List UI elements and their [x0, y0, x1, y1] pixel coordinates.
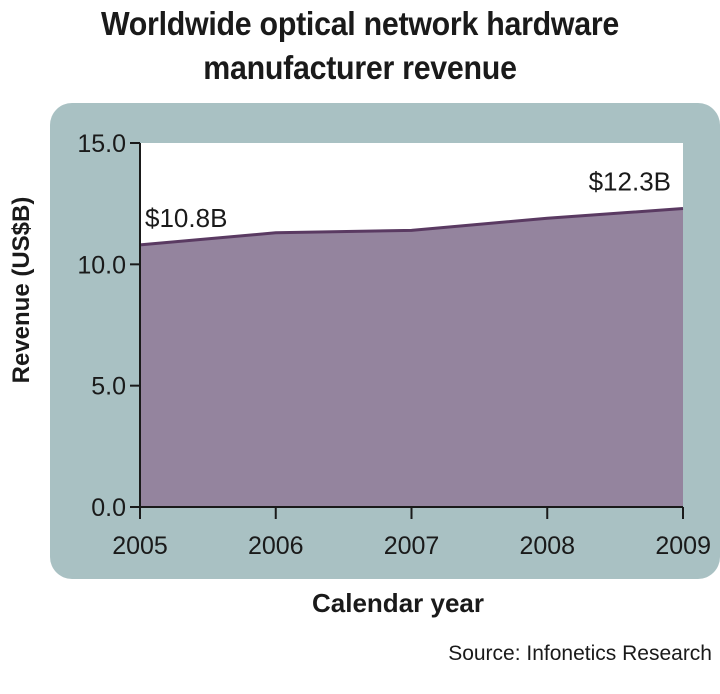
revenue-line	[139, 207, 684, 247]
y-axis: 0.0 5.0 10.0 15.0	[77, 130, 141, 522]
y-tick-label: 0.0	[91, 494, 126, 522]
x-tick-label: 2007	[384, 532, 440, 560]
data-label: $10.8B	[145, 203, 227, 233]
data-annotations: $10.8B $12.3B	[145, 167, 671, 233]
chart-title-line-1: Worldwide optical network hardware	[100, 5, 620, 42]
source-credit: Source: Infonetics Research	[448, 642, 712, 665]
y-axis-label: Revenue (US$B)	[8, 196, 35, 384]
revenue-area	[140, 208, 683, 507]
y-tick-label: 15.0	[77, 130, 126, 158]
x-axis: 2005 2006 2007 2008 2009	[112, 506, 711, 560]
chart-title: Worldwide optical network hardware manuf…	[29, 2, 691, 90]
x-tick-label: 2005	[112, 532, 168, 560]
x-tick-label: 2008	[519, 532, 575, 560]
data-label: $12.3B	[589, 167, 671, 197]
chart-title-line-2: manufacturer revenue	[203, 49, 517, 86]
x-tick-label: 2006	[248, 532, 304, 560]
x-tick-label: 2009	[655, 532, 711, 560]
x-axis-label: Calendar year	[312, 588, 484, 618]
y-tick-label: 5.0	[91, 373, 126, 401]
y-tick-label: 10.0	[77, 251, 126, 279]
